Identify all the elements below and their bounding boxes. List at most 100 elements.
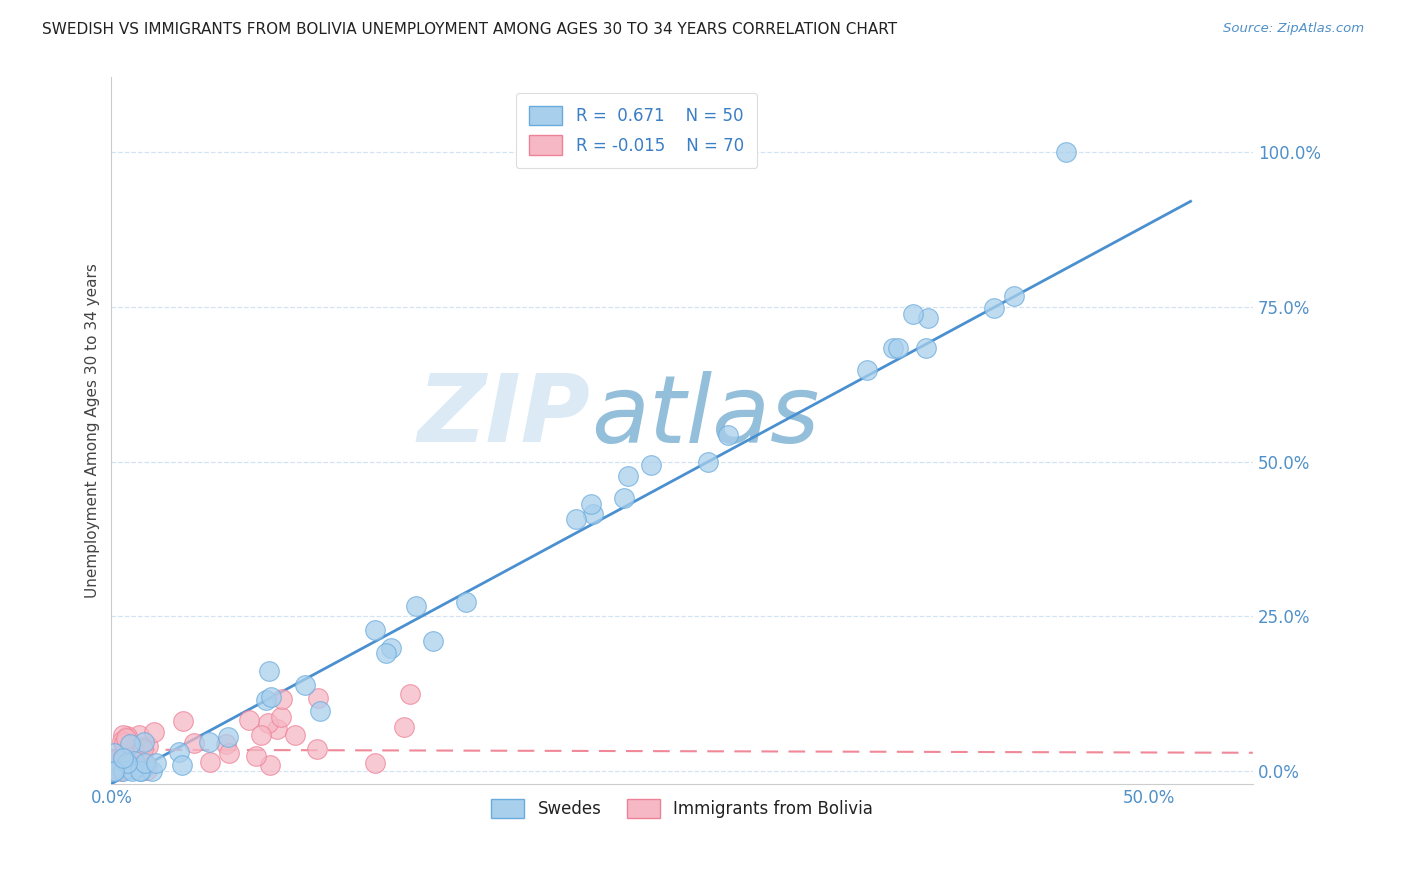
Point	[309, 704, 332, 718]
Point	[107, 763, 129, 777]
Point	[110, 756, 132, 771]
Point	[284, 728, 307, 742]
Point	[103, 753, 125, 767]
Point	[128, 764, 150, 779]
Point	[122, 740, 145, 755]
Point	[887, 341, 910, 355]
Point	[127, 755, 149, 769]
Point	[581, 497, 603, 511]
Point	[103, 763, 125, 777]
Y-axis label: Unemployment Among Ages 30 to 34 years: Unemployment Among Ages 30 to 34 years	[86, 263, 100, 598]
Point	[108, 762, 131, 776]
Text: Source: ZipAtlas.com: Source: ZipAtlas.com	[1223, 22, 1364, 36]
Point	[582, 507, 605, 521]
Point	[110, 760, 132, 774]
Point	[136, 759, 159, 773]
Point	[121, 764, 143, 779]
Point	[105, 755, 128, 769]
Point	[121, 762, 143, 776]
Point	[136, 763, 159, 777]
Point	[717, 428, 740, 442]
Point	[249, 728, 271, 742]
Point	[136, 739, 159, 754]
Point	[104, 756, 127, 771]
Point	[172, 714, 194, 728]
Point	[983, 301, 1005, 315]
Point	[363, 623, 385, 637]
Point	[103, 756, 125, 771]
Point	[134, 754, 156, 768]
Point	[238, 713, 260, 727]
Point	[1002, 288, 1025, 302]
Point	[103, 762, 125, 776]
Point	[101, 760, 124, 774]
Point	[218, 747, 240, 761]
Point	[917, 310, 939, 325]
Point	[108, 764, 131, 778]
Point	[215, 737, 238, 751]
Point	[131, 739, 153, 754]
Point	[613, 491, 636, 506]
Point	[294, 678, 316, 692]
Point	[100, 762, 122, 776]
Point	[141, 764, 163, 779]
Point	[270, 691, 292, 706]
Point	[422, 633, 444, 648]
Point	[375, 646, 398, 660]
Point	[132, 742, 155, 756]
Text: ZIP: ZIP	[418, 370, 591, 462]
Point	[1054, 145, 1077, 159]
Point	[259, 757, 281, 772]
Point	[103, 764, 125, 779]
Point	[101, 755, 124, 769]
Point	[131, 764, 153, 779]
Point	[616, 469, 638, 483]
Point	[392, 720, 415, 734]
Point	[122, 754, 145, 768]
Point	[257, 715, 280, 730]
Point	[257, 665, 280, 679]
Point	[198, 756, 221, 770]
Point	[266, 722, 288, 736]
Point	[169, 746, 191, 760]
Point	[640, 458, 662, 472]
Point	[115, 731, 138, 745]
Point	[124, 761, 146, 775]
Point	[456, 595, 478, 609]
Point	[112, 751, 135, 765]
Point	[198, 735, 221, 749]
Point	[111, 748, 134, 763]
Point	[105, 757, 128, 772]
Point	[901, 307, 924, 321]
Point	[217, 731, 239, 745]
Point	[398, 687, 420, 701]
Point	[380, 640, 402, 655]
Point	[101, 762, 124, 776]
Point	[100, 758, 122, 772]
Point	[260, 690, 283, 704]
Point	[104, 757, 127, 772]
Text: atlas: atlas	[591, 371, 820, 462]
Point	[111, 764, 134, 779]
Point	[305, 742, 328, 756]
Point	[120, 742, 142, 756]
Point	[245, 749, 267, 764]
Point	[254, 693, 277, 707]
Point	[111, 734, 134, 748]
Point	[101, 759, 124, 773]
Point	[115, 738, 138, 752]
Point	[183, 736, 205, 750]
Point	[115, 757, 138, 772]
Point	[105, 760, 128, 774]
Point	[110, 764, 132, 778]
Point	[856, 363, 879, 377]
Point	[915, 341, 938, 355]
Point	[108, 759, 131, 773]
Point	[145, 756, 167, 771]
Legend: Swedes, Immigrants from Bolivia: Swedes, Immigrants from Bolivia	[485, 792, 880, 825]
Point	[103, 764, 125, 779]
Point	[115, 729, 138, 743]
Point	[565, 511, 588, 525]
Point	[143, 725, 166, 739]
Point	[112, 736, 135, 750]
